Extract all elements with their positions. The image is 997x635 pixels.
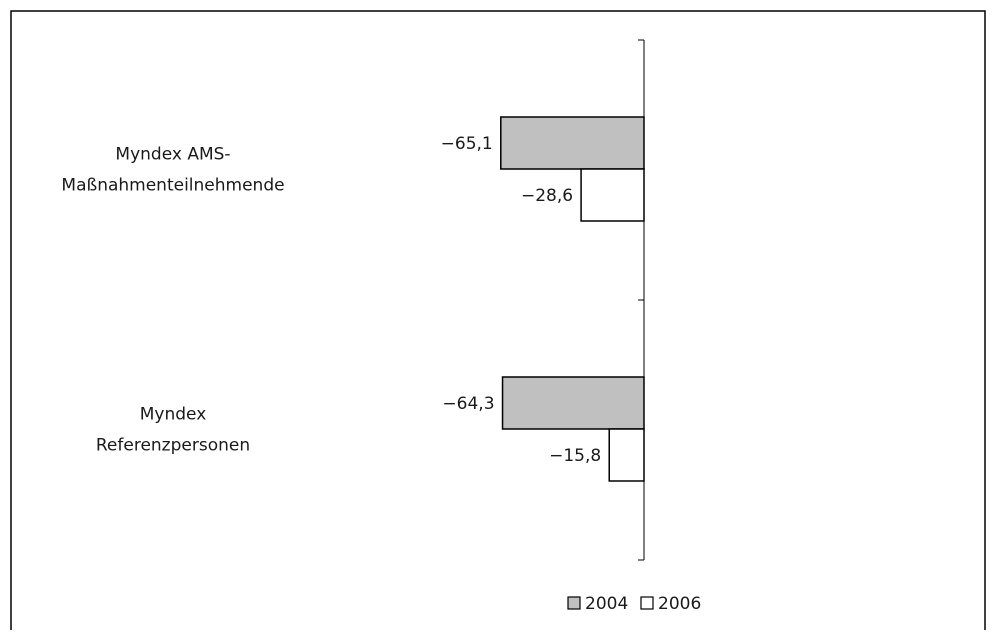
plot-area: Myndex AMS- Maßnahmenteilnehmende Myndex Re… [61, 39, 645, 561]
bar-2004-1 [501, 376, 645, 430]
data-label-2004-1: −64,3 [442, 394, 494, 414]
bar-2006-1 [608, 428, 645, 482]
bar-2004-0 [500, 116, 645, 170]
data-label-2006-0: −28,6 [521, 186, 573, 206]
legend-swatch-2004 [567, 596, 581, 610]
category-label-line: Referenzpersonen [96, 436, 250, 456]
data-label-2004-0: −65,1 [441, 134, 493, 154]
bar-2006-0 [580, 168, 645, 222]
category-label-line: Maßnahmenteilnehmende [61, 176, 284, 196]
category-label-0: Myndex AMS- Maßnahmenteilnehmende [61, 145, 284, 196]
legend-swatch-2006 [640, 596, 654, 610]
legend-label-2006: 2006 [658, 594, 701, 614]
data-label-2006-1: −15,8 [549, 446, 601, 466]
chart-border [10, 10, 986, 635]
legend-label-2004: 2004 [585, 594, 628, 614]
category-label-line: Myndex [140, 405, 207, 425]
category-label-1: Myndex Referenzpersonen [96, 405, 250, 456]
category-label-line: Myndex AMS- [115, 145, 230, 165]
legend: 2004 2006 [567, 594, 701, 614]
